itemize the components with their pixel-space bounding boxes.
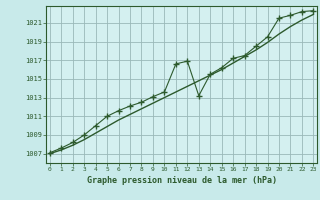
X-axis label: Graphe pression niveau de la mer (hPa): Graphe pression niveau de la mer (hPa) [87,176,276,185]
